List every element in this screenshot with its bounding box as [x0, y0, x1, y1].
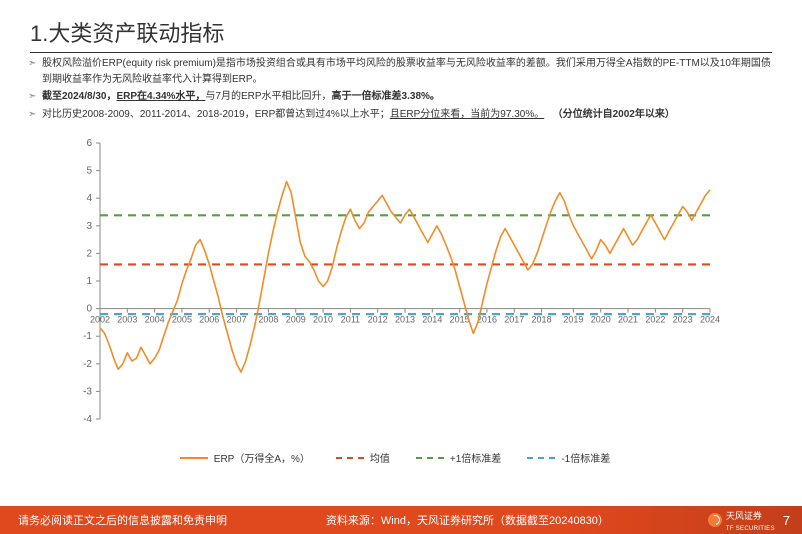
legend-minus1sd-label: -1倍标准差 [561, 450, 610, 465]
bullet-marker-icon: ➣ [28, 56, 42, 87]
bullet-3-text: 对比历史2008-2009、2011-2014、2018-2019，ERP都曾达… [42, 107, 774, 123]
brand-sub: TF SECURITIES [726, 526, 775, 532]
svg-text:-3: -3 [83, 386, 92, 397]
legend-mean-label: 均值 [370, 450, 390, 465]
svg-text:2004: 2004 [145, 315, 165, 325]
b2-prebold: 截至2024/8/30， [42, 91, 117, 102]
legend-erp-label: ERP（万得全A，%） [214, 450, 310, 465]
chart-svg: -4 -3 -2 -1 0 1 2 3 4 5 6 2002 2003 2004 2005 2006 2007 2… [70, 135, 720, 465]
legend-plus1sd: +1倍标准差 [416, 450, 501, 465]
footer-bar: 请务必阅读正文之后的信息披露和免责申明 资料来源：Wind，天风证券研究所（数据… [0, 506, 802, 534]
svg-text:2008: 2008 [258, 315, 278, 325]
bullet-1: ➣ 股权风险溢价ERP(equity risk premium)是指市场投资组合… [28, 56, 774, 87]
svg-text:2002: 2002 [90, 315, 110, 325]
bullet-1-text: 股权风险溢价ERP(equity risk premium)是指市场投资组合或具… [42, 56, 774, 87]
svg-text:2006: 2006 [199, 315, 219, 325]
svg-text:-2: -2 [83, 359, 92, 370]
b2-ul: ERP在4.34%水平， [117, 91, 206, 102]
footer-right: 天风证券 TF SECURITIES 7 [708, 509, 790, 532]
svg-text:2021: 2021 [618, 315, 638, 325]
bullet-marker-icon: ➣ [28, 89, 42, 105]
svg-text:2018: 2018 [532, 315, 552, 325]
legend-plus1sd-label: +1倍标准差 [450, 450, 501, 465]
svg-text:2010: 2010 [313, 315, 333, 325]
svg-text:1: 1 [86, 276, 92, 287]
bullet-2-text: 截至2024/8/30，ERP在4.34%水平，与7月的ERP水平相比回升，高于… [42, 89, 774, 105]
brand-logo: 天风证券 TF SECURITIES [708, 509, 775, 532]
brand-logo-text: 天风证券 TF SECURITIES [726, 509, 775, 532]
svg-text:2013: 2013 [395, 315, 415, 325]
footer-source: 资料来源：Wind，天风证券研究所（数据截至20240830） [326, 512, 609, 528]
title-bar: 1.大类资产联动指标 [30, 16, 772, 53]
svg-text:2011: 2011 [341, 315, 360, 325]
bullet-2: ➣ 截至2024/8/30，ERP在4.34%水平，与7月的ERP水平相比回升，… [28, 89, 774, 105]
svg-text:2024: 2024 [700, 315, 720, 325]
erp-chart: -4 -3 -2 -1 0 1 2 3 4 5 6 2002 2003 2004 2005 2006 2007 2… [70, 135, 720, 465]
legend-mean: 均值 [336, 450, 390, 465]
bullets-block: ➣ 股权风险溢价ERP(equity risk premium)是指市场投资组合… [28, 56, 774, 124]
legend-erp-swatch [180, 457, 208, 459]
b2-post: 与7月的ERP水平相比回升， [205, 91, 331, 102]
b3-postbold: （分位统计自2002年以来） [553, 109, 675, 120]
svg-text:2003: 2003 [117, 315, 137, 325]
svg-text:2017: 2017 [504, 315, 524, 325]
svg-text:2: 2 [86, 248, 92, 259]
brand-name: 天风证券 [726, 511, 762, 521]
footer-disclaimer: 请务必阅读正文之后的信息披露和免责申明 [18, 512, 227, 528]
legend-mean-swatch [336, 457, 364, 459]
svg-text:5: 5 [86, 166, 92, 177]
legend-minus1sd: -1倍标准差 [527, 450, 610, 465]
svg-text:6: 6 [86, 138, 92, 149]
svg-text:2014: 2014 [422, 315, 442, 325]
legend-minus1sd-swatch [527, 457, 555, 459]
b3-ul: 且ERP分位来看，当前为97.30%。 [390, 109, 544, 120]
svg-text:2009: 2009 [286, 315, 306, 325]
svg-text:3: 3 [86, 221, 92, 232]
svg-text:2005: 2005 [172, 315, 192, 325]
bullet-3: ➣ 对比历史2008-2009、2011-2014、2018-2019，ERP都… [28, 107, 774, 123]
svg-text:2007: 2007 [227, 315, 247, 325]
svg-text:0: 0 [86, 304, 92, 315]
page-number: 7 [783, 513, 790, 528]
svg-text:2023: 2023 [673, 315, 693, 325]
page-title: 1.大类资产联动指标 [30, 21, 224, 46]
legend-plus1sd-swatch [416, 457, 444, 459]
svg-text:-4: -4 [83, 414, 92, 425]
svg-text:2020: 2020 [591, 315, 611, 325]
bullet-marker-icon: ➣ [28, 107, 42, 123]
chart-legend: ERP（万得全A，%） 均值 +1倍标准差 -1倍标准差 [70, 450, 720, 465]
svg-text:2015: 2015 [450, 315, 470, 325]
b3-pre: 对比历史2008-2009、2011-2014、2018-2019，ERP都曾达… [42, 109, 390, 120]
legend-erp: ERP（万得全A，%） [180, 450, 310, 465]
svg-text:2022: 2022 [645, 315, 665, 325]
svg-text:2019: 2019 [563, 315, 583, 325]
b2-postbold: 高于一倍标准差3.38%。 [332, 91, 440, 102]
svg-text:4: 4 [86, 193, 92, 204]
brand-logo-icon [708, 513, 722, 527]
svg-text:-1: -1 [83, 331, 92, 342]
svg-text:2012: 2012 [368, 315, 388, 325]
